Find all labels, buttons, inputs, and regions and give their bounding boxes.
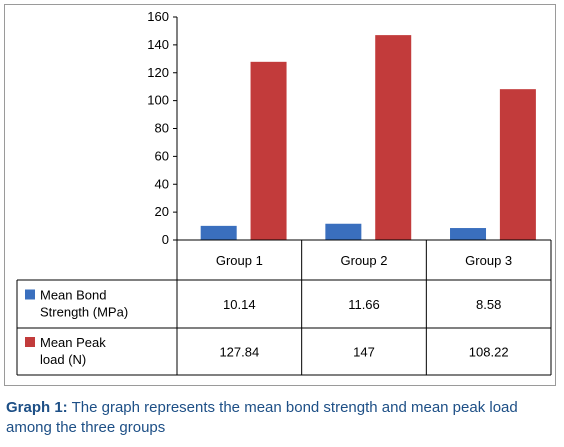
y-tick-label: 140 bbox=[147, 37, 169, 52]
bar bbox=[250, 61, 287, 240]
category-label: Group 1 bbox=[216, 253, 263, 268]
category-label: Group 3 bbox=[465, 253, 512, 268]
y-tick-label: 80 bbox=[155, 121, 169, 136]
legend-label: load (N) bbox=[40, 352, 86, 367]
table-value: 108.22 bbox=[469, 345, 509, 360]
y-tick-label: 0 bbox=[162, 232, 169, 247]
legend-label: Mean Peak bbox=[40, 335, 106, 350]
bar bbox=[325, 223, 362, 240]
legend-swatch bbox=[25, 289, 35, 300]
category-label: Group 2 bbox=[341, 253, 388, 268]
table-value: 147 bbox=[353, 345, 375, 360]
caption-label: Graph 1: bbox=[6, 399, 68, 416]
table-value: 11.66 bbox=[348, 297, 380, 312]
y-tick-label: 120 bbox=[147, 65, 169, 80]
y-tick-label: 60 bbox=[155, 148, 169, 163]
bar-chart: 0 20 40 60 80 100 120 140 160 Group 1 Group 2 Group… bbox=[16, 9, 552, 376]
legend-label: Strength (MPa) bbox=[40, 305, 128, 320]
y-tick-label: 40 bbox=[155, 176, 169, 191]
table-value: 8.58 bbox=[476, 297, 501, 312]
bar bbox=[375, 35, 412, 241]
y-tick-label: 100 bbox=[147, 93, 169, 108]
figure-frame: 0 20 40 60 80 100 120 140 160 Group 1 Group 2 Group… bbox=[4, 4, 556, 386]
bar bbox=[499, 89, 536, 241]
table-value: 127.84 bbox=[219, 345, 259, 360]
table-value: 10.14 bbox=[223, 297, 256, 312]
figure-caption: Graph 1: The graph represents the mean b… bbox=[6, 398, 558, 438]
legend-swatch bbox=[25, 337, 35, 347]
y-tick-label: 160 bbox=[147, 9, 169, 24]
bar bbox=[450, 228, 487, 240]
legend-label: Mean Bond bbox=[40, 288, 107, 303]
bar bbox=[200, 225, 237, 240]
y-tick-label: 20 bbox=[155, 204, 169, 219]
caption-text: The graph represents the mean bond stren… bbox=[6, 399, 518, 436]
